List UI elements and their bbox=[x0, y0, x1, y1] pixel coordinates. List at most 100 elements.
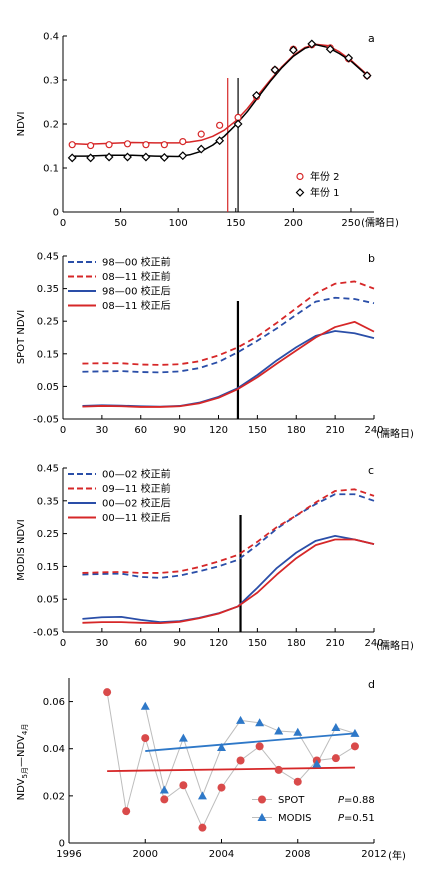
p-value-label: P=0.51 bbox=[338, 813, 375, 824]
data-point bbox=[217, 743, 226, 752]
data-point bbox=[252, 90, 261, 100]
data-point bbox=[141, 152, 151, 162]
data-point bbox=[255, 742, 264, 751]
legend-label: 年份 2 bbox=[310, 170, 340, 183]
y-axis-label-part: —NDV bbox=[16, 735, 27, 767]
x-tick-label: 120 bbox=[209, 638, 228, 649]
x-tick-label: 210 bbox=[326, 638, 345, 649]
x-tick-label: 50 bbox=[114, 218, 127, 229]
y-tick-label: 0.05 bbox=[37, 595, 59, 606]
y-axis-label-group: MODIS NDVI bbox=[16, 519, 27, 580]
x-tick-label: 0 bbox=[60, 425, 66, 436]
data-point bbox=[293, 777, 302, 786]
x-tick-label: 180 bbox=[287, 638, 306, 649]
x-tick-label: 2000 bbox=[133, 849, 158, 860]
fit-curve bbox=[74, 43, 369, 145]
data-point bbox=[159, 785, 169, 794]
data-point bbox=[140, 701, 150, 710]
y-tick-label: 0.3 bbox=[43, 76, 59, 87]
x-tick-label: 150 bbox=[226, 218, 245, 229]
y-axis-label-part: 5月 bbox=[21, 767, 29, 778]
y-tick-label: 0.25 bbox=[37, 317, 59, 328]
p-value: =0.88 bbox=[344, 795, 375, 806]
data-point bbox=[234, 113, 242, 122]
x-axis-label: (儒略日) bbox=[361, 216, 399, 229]
data-point bbox=[344, 53, 354, 63]
y-tick-label: 0.04 bbox=[43, 744, 65, 755]
legend-label: 年份 1 bbox=[310, 186, 340, 199]
legend-label: 08—11 校正后 bbox=[102, 299, 171, 312]
panel-label: a bbox=[368, 32, 375, 45]
legend-marker bbox=[258, 795, 266, 804]
x-tick-label: 200 bbox=[284, 218, 303, 229]
connect-line bbox=[144, 706, 356, 798]
y-tick-label: 0.45 bbox=[37, 464, 59, 475]
y-axis-label: MODIS NDVI bbox=[16, 519, 27, 580]
legend-label: 98—00 校正后 bbox=[102, 285, 171, 298]
x-tick-label: 120 bbox=[209, 425, 228, 436]
legend-marker bbox=[296, 172, 304, 181]
series-line bbox=[82, 320, 375, 408]
legend-label: SPOT bbox=[278, 795, 305, 806]
x-tick-label: 150 bbox=[248, 638, 267, 649]
data-point bbox=[233, 119, 243, 129]
y-tick-label: 0.1 bbox=[43, 164, 59, 175]
y-axis-label-part: NDV bbox=[16, 778, 27, 800]
trend-line bbox=[145, 732, 356, 752]
data-point bbox=[350, 742, 359, 751]
data-point bbox=[236, 756, 245, 765]
x-tick-label: 90 bbox=[173, 638, 186, 649]
y-axis-label: SPOT NDVI bbox=[16, 310, 27, 364]
y-tick-label: 0 bbox=[53, 208, 59, 219]
panel-label: d bbox=[368, 678, 375, 691]
data-point bbox=[179, 781, 188, 790]
data-point bbox=[103, 688, 112, 697]
legend-label: 00—02 校正后 bbox=[102, 497, 171, 510]
panel-c: 0 30 60 90 120 150 180 210 240 -0.05 0.05 0.15 0.25 0… bbox=[16, 464, 414, 653]
x-tick-label: 0 bbox=[60, 218, 66, 229]
y-axis-label: NDV5月—NDV4月 bbox=[16, 724, 29, 801]
y-tick-label: 0.15 bbox=[37, 349, 59, 360]
data-point bbox=[274, 726, 284, 735]
data-point bbox=[312, 759, 322, 768]
x-axis-label: (儒略日) bbox=[376, 639, 414, 652]
y-tick-label: 0.2 bbox=[43, 120, 59, 131]
data-point bbox=[104, 152, 114, 162]
p-symbol: P bbox=[338, 813, 345, 824]
y-tick-label: 0.4 bbox=[43, 32, 59, 43]
x-tick-label: 150 bbox=[248, 425, 267, 436]
legend-label: MODIS bbox=[278, 813, 312, 824]
data-point bbox=[123, 152, 132, 162]
data-point bbox=[179, 138, 187, 146]
x-tick-label: 240 bbox=[364, 638, 383, 649]
data-point bbox=[123, 140, 132, 148]
data-point bbox=[67, 153, 77, 163]
y-tick-label: 0.45 bbox=[37, 252, 59, 263]
data-point bbox=[141, 734, 150, 743]
x-tick-label: 240 bbox=[364, 425, 383, 436]
data-point bbox=[86, 153, 96, 163]
y-tick-label: 0.15 bbox=[37, 562, 59, 573]
data-point bbox=[142, 141, 150, 149]
panel-a: 0 50 100 150 200 250 0 0.1 0.2 0.3 0.4 a (儒略日) NDVI 年份… bbox=[16, 32, 399, 230]
x-tick-label: 0 bbox=[60, 638, 66, 649]
trend-line bbox=[107, 766, 355, 773]
panel-d: 1996 2000 2004 2008 2012 0 0.02 0.04 0.06 d (年) NDV… bbox=[16, 678, 406, 862]
y-tick-label: 0.05 bbox=[37, 382, 59, 393]
x-axis-label: (儒略日) bbox=[376, 427, 414, 440]
legend-label: 00—11 校正后 bbox=[102, 511, 171, 524]
p-value: =0.51 bbox=[344, 813, 375, 824]
y-axis-label-group: NDV5月—NDV4月 bbox=[16, 724, 29, 801]
x-tick-label: 2004 bbox=[209, 849, 234, 860]
y-tick-label: -0.05 bbox=[33, 628, 59, 639]
series-line bbox=[82, 280, 375, 366]
x-tick-label: 30 bbox=[96, 638, 109, 649]
series-line bbox=[82, 493, 375, 579]
data-point bbox=[236, 715, 246, 724]
panel-label: b bbox=[368, 252, 375, 265]
legend-label: 98—00 校正前 bbox=[102, 256, 171, 269]
p-value-label: P=0.88 bbox=[338, 795, 375, 806]
x-tick-label: 60 bbox=[134, 425, 147, 436]
data-point bbox=[105, 141, 113, 149]
series-line bbox=[82, 296, 375, 374]
